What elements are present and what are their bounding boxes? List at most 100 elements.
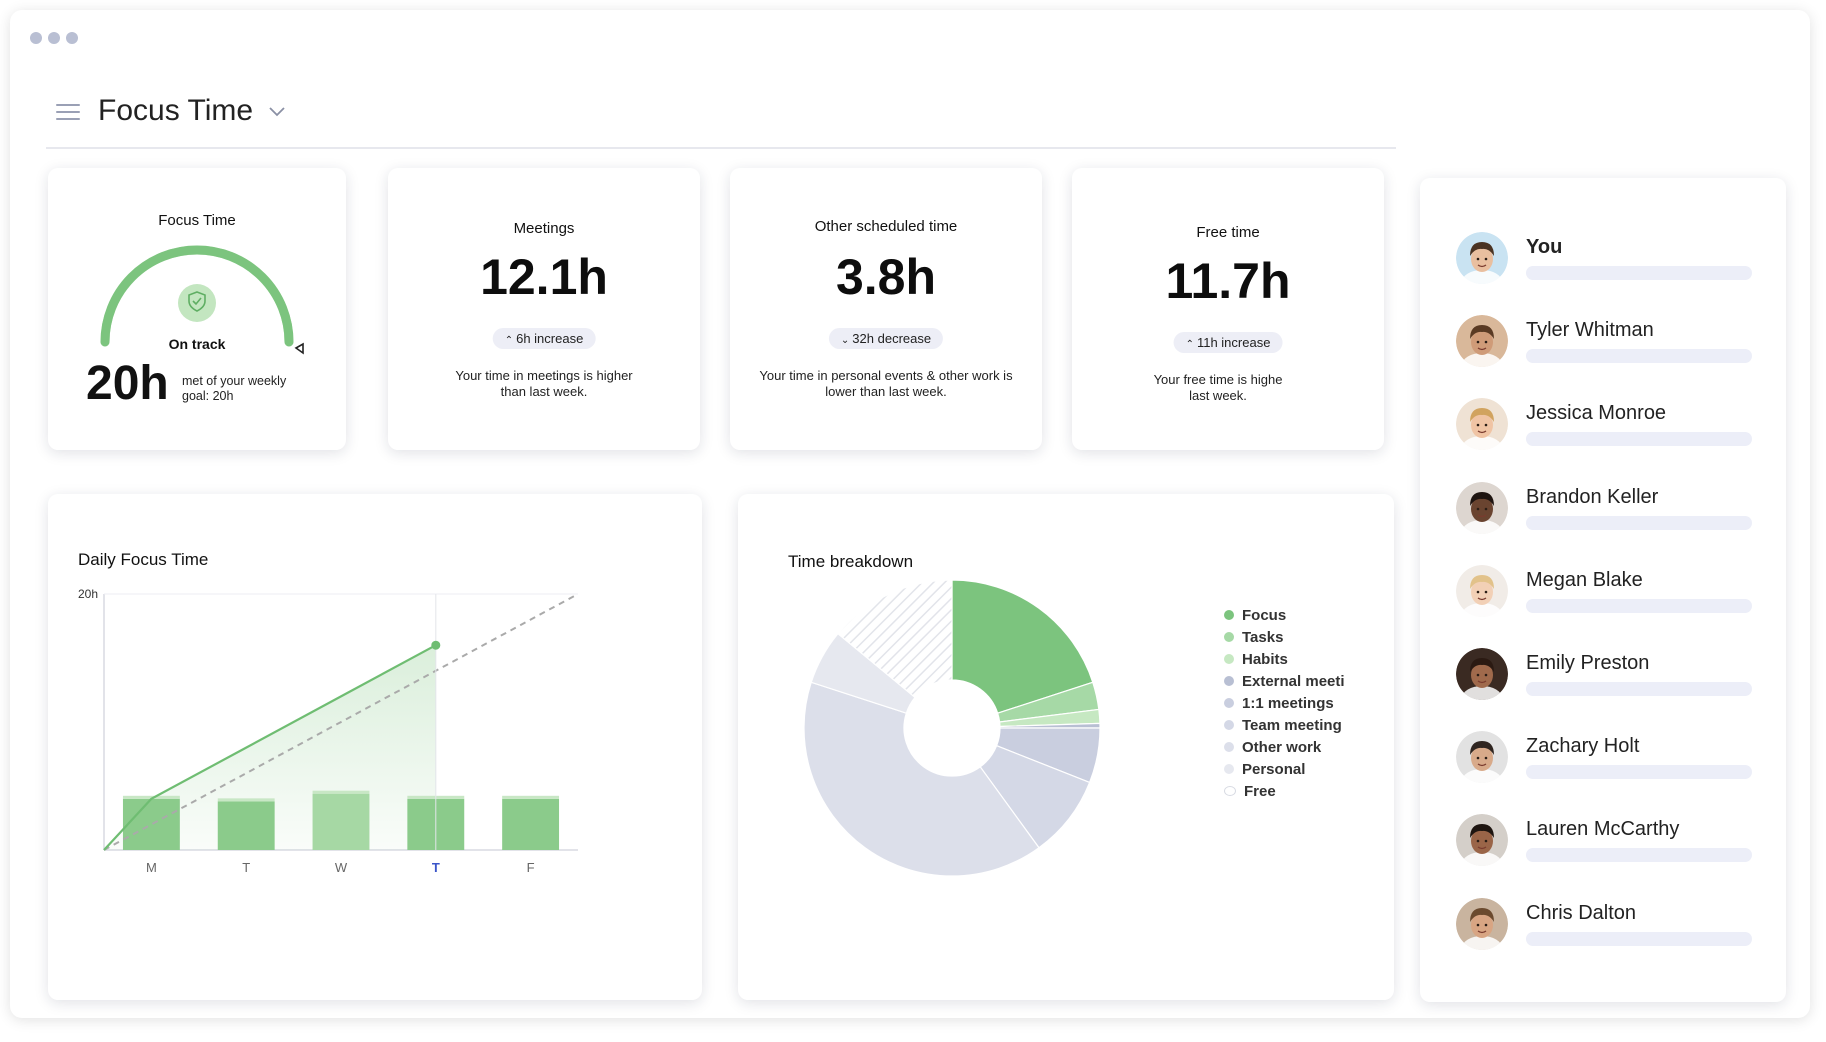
focus-value: 20h bbox=[86, 357, 169, 410]
time-breakdown-title: Time breakdown bbox=[788, 552, 914, 571]
bar[interactable] bbox=[502, 798, 560, 850]
person-row[interactable]: Lauren McCarthy bbox=[1456, 814, 1776, 874]
bar-cap bbox=[122, 795, 180, 799]
window-dot[interactable] bbox=[30, 32, 42, 44]
person-row[interactable]: Chris Dalton bbox=[1456, 897, 1776, 958]
free-value: 11.7h bbox=[1165, 253, 1291, 309]
x-tick-label: W bbox=[335, 860, 348, 875]
bar-cap bbox=[502, 795, 560, 799]
daily-focus-chart: 20h M T W T F bbox=[78, 587, 579, 875]
bar-cap bbox=[312, 790, 370, 794]
free-change-badge: ⌃ 11h increase bbox=[1173, 332, 1283, 353]
other-desc: Your time in personal events & other wor… bbox=[759, 368, 1013, 399]
x-tick-label: T bbox=[432, 860, 440, 875]
meetings-change-text: 6h increase bbox=[516, 331, 584, 346]
legend-swatch bbox=[1224, 676, 1234, 686]
page-title: Focus Time bbox=[98, 94, 254, 127]
time-breakdown-card: Time breakdown bbox=[738, 494, 1394, 1000]
chevron-down-icon[interactable] bbox=[266, 100, 288, 122]
avatar bbox=[1456, 648, 1508, 700]
person-bar bbox=[1526, 349, 1752, 364]
person-name: Lauren McCarthy bbox=[1526, 818, 1680, 841]
person-name: Emily Preston bbox=[1526, 652, 1650, 674]
pie-slice-other-work[interactable] bbox=[803, 681, 1040, 877]
avatar bbox=[1456, 315, 1508, 368]
legend-swatch bbox=[1224, 764, 1234, 774]
person-bar bbox=[1526, 682, 1752, 696]
legend-item[interactable]: Habits bbox=[1224, 648, 1352, 670]
legend-label: Focus bbox=[1242, 606, 1287, 624]
free-desc: Your free time is highe last week. bbox=[1153, 372, 1283, 403]
bar-cap bbox=[217, 798, 275, 802]
person-name: Jessica Monroe bbox=[1526, 402, 1667, 425]
legend-item[interactable]: Focus bbox=[1224, 604, 1352, 626]
free-change-text: 11h increase bbox=[1196, 335, 1271, 350]
person-name: Chris Dalton bbox=[1526, 901, 1637, 924]
legend-item[interactable]: External meeti bbox=[1224, 670, 1352, 692]
other-value: 3.8h bbox=[835, 249, 937, 305]
free-label: Free time bbox=[1196, 224, 1260, 241]
legend-label: Team meeting bbox=[1242, 716, 1342, 734]
legend-item[interactable]: Team meeting bbox=[1224, 714, 1352, 736]
meetings-card: Meetings 12.1h ⌃ 6h increase Your time in… bbox=[388, 168, 700, 450]
meetings-label: Meetings bbox=[513, 220, 575, 237]
person-row[interactable]: You bbox=[1456, 232, 1776, 292]
person-name: You bbox=[1526, 236, 1563, 258]
person-row[interactable]: Brandon Keller bbox=[1456, 481, 1776, 542]
legend-item[interactable]: Tasks bbox=[1224, 626, 1352, 648]
person-row[interactable]: Megan Blake bbox=[1456, 564, 1776, 625]
focus-time-card: Focus Time On track 20h met of your week… bbox=[48, 168, 346, 450]
meetings-desc: Your time in meetings is higher than las… bbox=[455, 368, 633, 399]
y-tick-label: 20h bbox=[78, 587, 98, 601]
time-breakdown-chart bbox=[803, 579, 1101, 877]
legend-item[interactable]: Personal bbox=[1224, 758, 1352, 780]
double-chevron-up-icon: ⌃ bbox=[504, 335, 514, 346]
window-dot[interactable] bbox=[66, 32, 78, 44]
legend-label: Free bbox=[1244, 782, 1276, 800]
person-row[interactable]: Jessica Monroe bbox=[1456, 398, 1776, 458]
focus-note: met of your weekly goal: 20h bbox=[182, 374, 287, 403]
x-tick-label: F bbox=[527, 860, 535, 875]
person-row[interactable]: Tyler Whitman bbox=[1456, 315, 1776, 375]
person-bar bbox=[1526, 266, 1752, 280]
pie-slice-free[interactable] bbox=[837, 579, 953, 699]
person-name: Megan Blake bbox=[1526, 568, 1643, 591]
page-header: Focus Time bbox=[46, 82, 1396, 149]
person-name: Brandon Keller bbox=[1526, 485, 1659, 508]
avatar bbox=[1456, 232, 1508, 284]
focus-status: On track bbox=[168, 336, 226, 352]
person-row[interactable]: Zachary Holt bbox=[1456, 731, 1776, 791]
window-controls bbox=[30, 32, 78, 44]
avatar bbox=[1456, 398, 1508, 451]
legend-item[interactable]: Free bbox=[1224, 780, 1352, 802]
gauge-marker-icon bbox=[294, 342, 304, 355]
avatar bbox=[1456, 731, 1508, 784]
bar[interactable] bbox=[122, 798, 180, 850]
legend-item[interactable]: 1:1 meetings bbox=[1224, 692, 1352, 714]
bar[interactable] bbox=[217, 801, 275, 850]
focus-gauge bbox=[100, 245, 304, 355]
target-line bbox=[103, 593, 579, 851]
window-dot[interactable] bbox=[48, 32, 60, 44]
legend-label: Tasks bbox=[1242, 628, 1284, 646]
person-bar bbox=[1526, 515, 1752, 530]
legend-swatch bbox=[1224, 610, 1234, 620]
app-window: Focus Time Focus Time On track 20h met o… bbox=[10, 10, 1810, 1018]
cumulative-point[interactable] bbox=[431, 640, 441, 650]
daily-focus-title: Daily Focus Time bbox=[78, 550, 209, 569]
cumulative-line bbox=[103, 644, 437, 851]
pie-slice-focus[interactable] bbox=[951, 579, 1094, 714]
person-bar bbox=[1526, 765, 1752, 780]
legend-label: External meeti bbox=[1242, 672, 1345, 690]
x-tick-label: M bbox=[146, 860, 157, 875]
person-row[interactable]: Emily Preston bbox=[1456, 648, 1776, 708]
other-change-text: 32h decrease bbox=[852, 331, 932, 346]
person-bar bbox=[1526, 931, 1752, 946]
bar[interactable] bbox=[312, 793, 370, 850]
hamburger-menu-icon[interactable] bbox=[56, 104, 80, 122]
free-time-card: Free time 11.7h ⌃ 11h increase Your free … bbox=[1072, 168, 1384, 450]
legend-item[interactable]: Other work bbox=[1224, 736, 1352, 758]
legend-swatch bbox=[1224, 742, 1234, 752]
double-chevron-down-icon: ⌄ bbox=[840, 335, 850, 346]
people-panel: You Tyler Whitman Jessica Monroe bbox=[1420, 178, 1786, 1002]
